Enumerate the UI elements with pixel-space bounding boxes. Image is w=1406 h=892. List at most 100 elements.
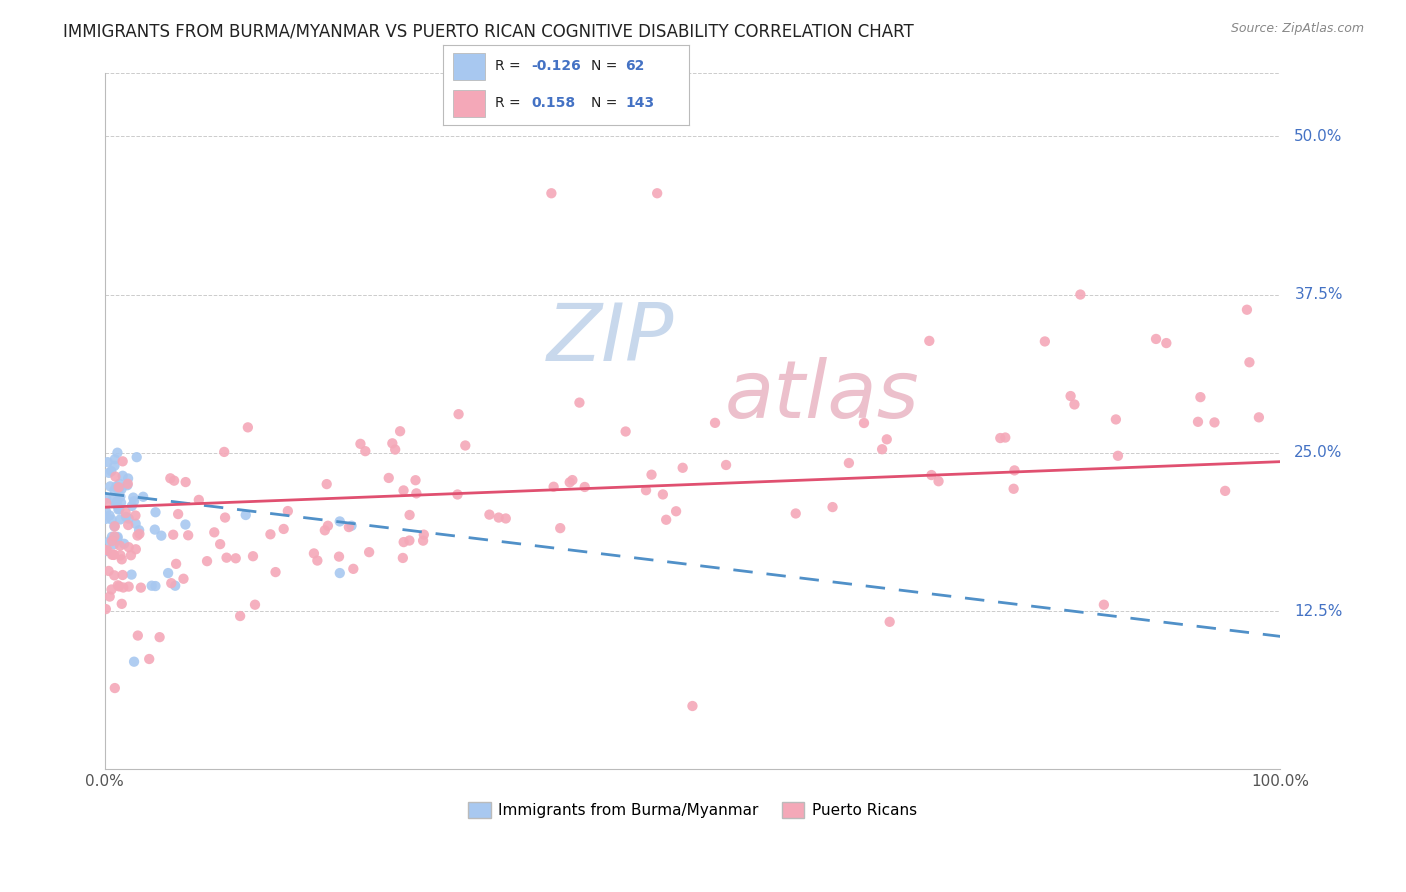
- Point: [337, 520, 360, 534]
- Point: [316, 518, 339, 533]
- Text: Source: ZipAtlas.com: Source: ZipAtlas.com: [1230, 22, 1364, 36]
- Point: [412, 527, 434, 541]
- Point: [165, 579, 187, 593]
- Point: [117, 471, 139, 485]
- Point: [187, 492, 209, 507]
- Point: [103, 537, 125, 551]
- Bar: [453, 89, 485, 117]
- Point: [103, 519, 125, 533]
- Point: [94, 543, 117, 558]
- Point: [384, 442, 406, 457]
- Point: [242, 549, 264, 564]
- Text: R =: R =: [495, 96, 529, 111]
- Point: [447, 407, 470, 421]
- Point: [125, 450, 148, 465]
- Point: [103, 568, 125, 582]
- Point: [104, 469, 127, 483]
- Point: [103, 483, 125, 497]
- Point: [104, 681, 127, 695]
- Point: [1156, 336, 1178, 351]
- Point: [1063, 397, 1085, 411]
- Point: [127, 528, 149, 542]
- Text: 62: 62: [624, 59, 644, 73]
- Point: [342, 562, 364, 576]
- Point: [389, 424, 412, 438]
- Bar: [453, 53, 485, 80]
- Point: [209, 537, 232, 551]
- Point: [121, 567, 143, 582]
- Point: [101, 548, 124, 562]
- Point: [96, 543, 118, 558]
- Point: [329, 515, 352, 529]
- Point: [149, 630, 172, 644]
- Point: [98, 590, 121, 604]
- Point: [98, 534, 121, 549]
- Point: [215, 550, 238, 565]
- Point: [177, 528, 200, 542]
- Text: 25.0%: 25.0%: [1295, 445, 1343, 460]
- Text: 50.0%: 50.0%: [1295, 128, 1343, 144]
- Point: [159, 471, 181, 485]
- Point: [114, 506, 136, 520]
- Point: [138, 652, 160, 666]
- Point: [117, 518, 139, 533]
- Point: [100, 464, 122, 478]
- Point: [446, 487, 468, 501]
- Point: [96, 496, 118, 510]
- Point: [853, 416, 876, 430]
- Point: [392, 483, 415, 498]
- Point: [110, 490, 132, 504]
- Point: [174, 517, 197, 532]
- Point: [540, 186, 562, 201]
- Point: [548, 521, 571, 535]
- Point: [558, 475, 581, 490]
- Point: [105, 479, 128, 493]
- Text: R =: R =: [495, 59, 524, 73]
- Point: [145, 579, 167, 593]
- Point: [118, 511, 141, 525]
- Point: [103, 548, 125, 562]
- Point: [110, 482, 132, 496]
- Point: [110, 495, 132, 509]
- Point: [315, 477, 337, 491]
- Point: [681, 698, 703, 713]
- Point: [202, 525, 225, 540]
- Point: [107, 480, 129, 494]
- Point: [105, 533, 128, 547]
- Point: [1069, 287, 1091, 301]
- Point: [105, 494, 128, 508]
- Point: [100, 512, 122, 526]
- Point: [273, 522, 295, 536]
- Point: [714, 458, 737, 472]
- Point: [96, 544, 118, 558]
- Point: [264, 565, 287, 579]
- Text: atlas: atlas: [724, 357, 920, 434]
- Text: 37.5%: 37.5%: [1295, 287, 1343, 302]
- Point: [568, 395, 591, 409]
- Point: [115, 510, 138, 524]
- Point: [1247, 410, 1270, 425]
- Point: [100, 582, 122, 597]
- Point: [98, 479, 121, 493]
- Point: [785, 507, 807, 521]
- Point: [988, 431, 1011, 445]
- Point: [574, 480, 596, 494]
- Point: [157, 566, 180, 580]
- Point: [128, 523, 150, 537]
- Point: [412, 533, 434, 548]
- Point: [277, 504, 299, 518]
- Point: [94, 602, 117, 616]
- Point: [103, 548, 125, 562]
- Point: [118, 580, 141, 594]
- Point: [97, 564, 120, 578]
- Point: [1213, 483, 1236, 498]
- Point: [165, 557, 187, 571]
- Point: [349, 437, 371, 451]
- Point: [1239, 355, 1261, 369]
- Point: [107, 531, 129, 545]
- Point: [101, 534, 124, 549]
- Point: [328, 549, 350, 564]
- Text: IMMIGRANTS FROM BURMA/MYANMAR VS PUERTO RICAN COGNITIVE DISABILITY CORRELATION C: IMMIGRANTS FROM BURMA/MYANMAR VS PUERTO …: [63, 22, 914, 40]
- Point: [143, 523, 166, 537]
- Point: [141, 579, 163, 593]
